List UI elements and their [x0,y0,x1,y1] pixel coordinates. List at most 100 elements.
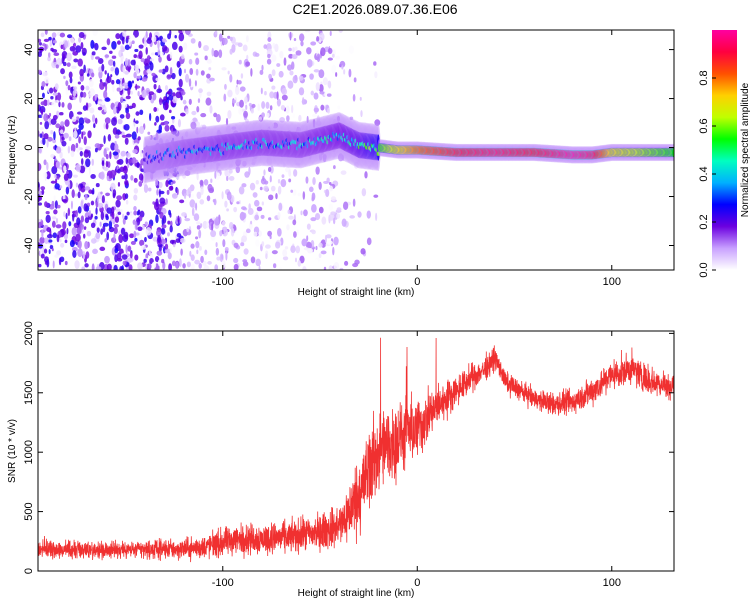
snr-xlabel: Height of straight line (km) [298,588,415,599]
noise-cell [114,143,119,152]
spectrogram-panel: -100 0 100 -40 -20 0 20 40 Height of straight li… [7,29,675,298]
noise-cell [134,48,139,53]
noise-cell [133,230,137,238]
noise-cell [85,158,91,168]
noise-cell [58,112,64,116]
noise-cell [292,113,295,118]
noise-cell [204,249,208,256]
noise-cell [127,87,131,96]
noise-cell [175,261,179,269]
noise-cell [121,175,125,180]
noise-cell [78,117,85,126]
noise-cell [124,215,128,220]
noise-cell [97,202,104,209]
noise-cell [38,51,42,58]
noise-cell [99,81,105,90]
noise-cell [155,77,161,82]
noise-cell [224,246,229,252]
noise-cell [292,47,295,52]
noise-cell [112,83,115,93]
noise-cell [271,54,277,62]
noise-cell [94,117,98,125]
noise-cell [147,187,152,192]
noise-cell [106,263,112,270]
noise-cell [106,76,112,84]
noise-cell [41,92,45,99]
noise-cell [104,238,108,243]
noise-cell [51,247,54,252]
noise-cell [44,172,47,182]
noise-cell [157,234,161,243]
noise-cell [328,203,334,211]
noise-cell [59,238,62,243]
noise-cell [240,242,245,247]
noise-cell [132,149,138,154]
noise-cell [257,103,261,112]
noise-cell [51,216,57,220]
noise-cell [226,208,229,212]
noise-cell [298,114,302,122]
noise-cell [115,199,121,208]
noise-cell [124,193,129,199]
noise-cell [236,201,240,205]
noise-cell [156,188,159,196]
noise-cell [49,245,54,250]
noise-cell [38,162,42,172]
noise-cell [158,243,162,253]
noise-cell [94,143,101,149]
noise-cell [180,248,183,256]
noise-cell [38,202,43,206]
noise-cell [331,64,337,74]
noise-cell [49,242,52,246]
noise-cell [238,107,243,115]
noise-cell [105,192,111,197]
noise-cell [278,70,284,78]
noise-cell [83,226,87,231]
noise-cell [88,79,94,88]
noise-cell [178,32,185,42]
noise-cell [266,58,272,65]
noise-cell [38,242,41,248]
noise-cell [125,112,131,120]
noise-cell [261,101,266,109]
noise-cell [82,52,86,56]
noise-cell [265,253,268,260]
noise-cell [296,229,299,236]
noise-cell [42,71,48,77]
noise-cell [110,74,113,78]
noise-cell [183,68,187,74]
noise-cell [178,258,182,268]
noise-cell [141,77,148,82]
noise-cell [297,192,302,197]
noise-cell [104,70,107,75]
noise-cell [75,182,79,188]
noise-cell [286,64,293,71]
noise-cell [283,57,287,66]
noise-cell [313,107,320,113]
noise-cell [269,105,273,111]
noise-cell [332,49,336,56]
noise-cell [77,206,82,214]
noise-cell [218,49,223,58]
noise-cell [41,189,45,196]
noise-cell [198,88,203,94]
noise-cell [66,227,69,235]
noise-cell [341,218,347,227]
noise-cell [352,94,356,102]
noise-cell [238,59,242,65]
noise-cell [108,59,114,66]
noise-cell [281,94,288,101]
noise-cell [237,42,243,47]
noise-cell [151,72,156,77]
noise-cell [348,45,354,54]
noise-cell [99,221,102,227]
noise-cell [360,110,363,118]
noise-cell [227,110,232,119]
noise-cell [90,39,95,49]
noise-cell [281,88,288,96]
noise-cell [103,106,107,113]
noise-cell [38,219,42,223]
noise-cell [169,225,173,233]
noise-cell [114,67,120,76]
